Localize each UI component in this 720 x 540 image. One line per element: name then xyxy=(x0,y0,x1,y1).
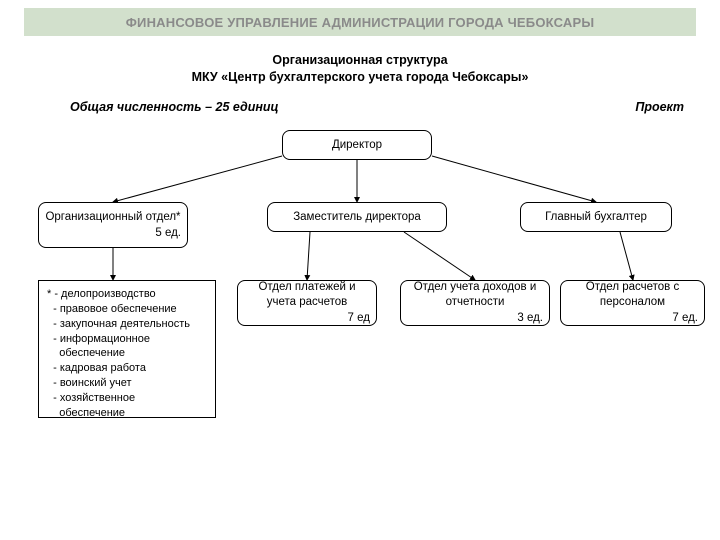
node-chief-accountant-label: Главный бухгалтер xyxy=(527,210,665,224)
project-label: Проект xyxy=(635,100,684,114)
node-director: Директор xyxy=(282,130,432,160)
subtitle: Организационная структура МКУ «Центр бух… xyxy=(0,52,720,86)
node-deputy: Заместитель директора xyxy=(267,202,447,232)
node-payroll-label: Отдел расчетов с персоналом xyxy=(567,280,698,309)
header-title: ФИНАНСОВОЕ УПРАВЛЕНИЕ АДМИНИСТРАЦИИ ГОРО… xyxy=(126,15,595,30)
node-payments-label: Отдел платежей и учета расчетов xyxy=(244,280,370,309)
node-income-count: 3 ед. xyxy=(407,311,543,325)
node-income-label: Отдел учета доходов и отчетности xyxy=(407,280,543,309)
node-deputy-label: Заместитель директора xyxy=(274,210,440,224)
node-org-dept-label: Организационный отдел* xyxy=(45,210,181,224)
node-org-dept-count: 5 ед. xyxy=(45,226,181,240)
subtitle-line2: МКУ «Центр бухгалтерского учета города Ч… xyxy=(192,70,529,84)
node-payments-count: 7 ед xyxy=(244,311,370,325)
headcount-label: Общая численность – 25 единиц xyxy=(70,100,279,114)
node-org-dept: Организационный отдел* 5 ед. xyxy=(38,202,188,248)
node-payments-dept: Отдел платежей и учета расчетов 7 ед xyxy=(237,280,377,326)
node-payroll-count: 7 ед. xyxy=(567,311,698,325)
node-income-dept: Отдел учета доходов и отчетности 3 ед. xyxy=(400,280,550,326)
header-bar: ФИНАНСОВОЕ УПРАВЛЕНИЕ АДМИНИСТРАЦИИ ГОРО… xyxy=(24,8,696,36)
node-chief-accountant: Главный бухгалтер xyxy=(520,202,672,232)
node-payroll-dept: Отдел расчетов с персоналом 7 ед. xyxy=(560,280,705,326)
footnote-box: * - делопроизводство - правовое обеспече… xyxy=(38,280,216,418)
subtitle-line1: Организационная структура xyxy=(272,53,447,67)
node-director-label: Директор xyxy=(289,138,425,152)
